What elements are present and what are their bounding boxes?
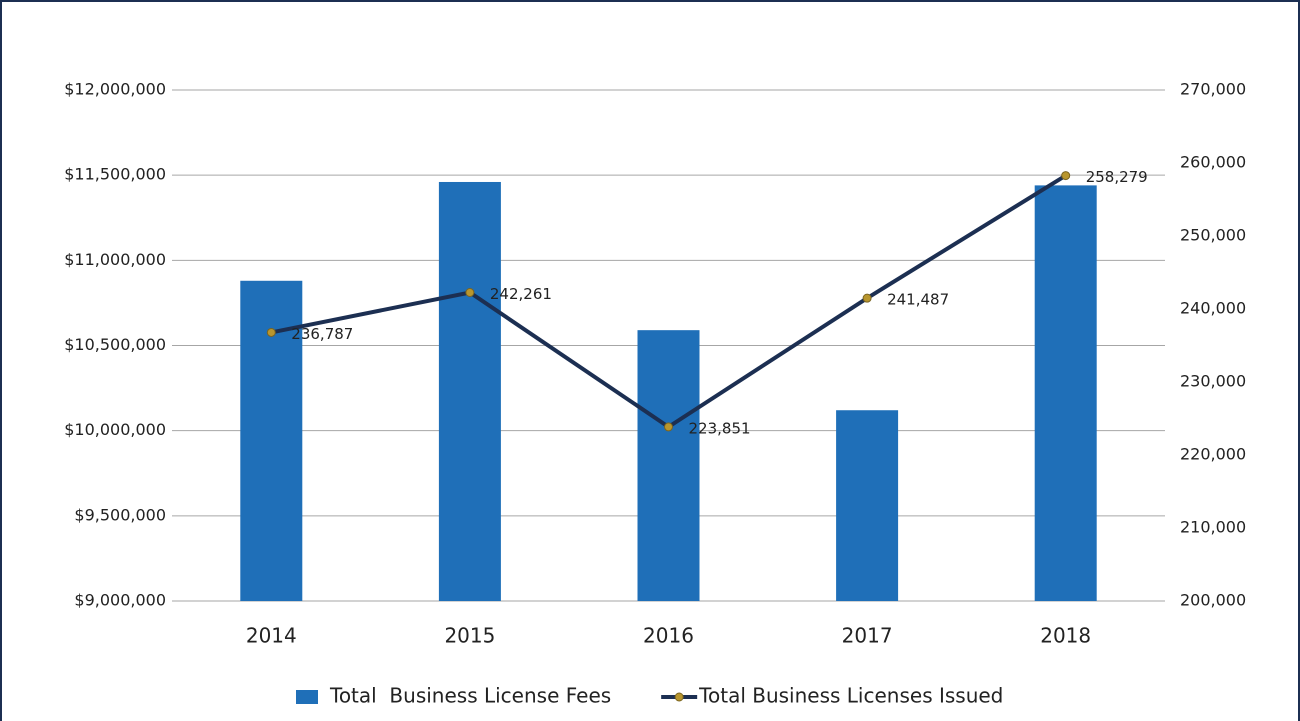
y2-tick-label: 210,000 bbox=[1180, 518, 1246, 537]
data-label: 236,787 bbox=[291, 325, 353, 343]
marker bbox=[664, 422, 673, 432]
bar bbox=[438, 181, 501, 602]
y2-tick-label: 220,000 bbox=[1180, 445, 1246, 464]
data-label: 223,851 bbox=[689, 419, 751, 437]
y2-tick-label: 240,000 bbox=[1180, 299, 1246, 318]
legend-swatch bbox=[296, 690, 318, 704]
y2-tick-label: 260,000 bbox=[1180, 153, 1246, 172]
bar bbox=[836, 410, 899, 601]
x-tick-label: 2018 bbox=[1040, 624, 1091, 648]
x-tick-label: 2016 bbox=[643, 624, 694, 648]
legend-marker bbox=[674, 692, 684, 702]
marker bbox=[862, 293, 872, 303]
bar bbox=[1034, 185, 1097, 602]
y2-tick-label: 200,000 bbox=[1180, 591, 1246, 610]
data-label: 241,487 bbox=[887, 291, 949, 309]
x-tick-label: 2015 bbox=[444, 624, 495, 648]
marker bbox=[266, 327, 276, 337]
y-tick-label: $10,500,000 bbox=[64, 335, 166, 354]
y-tick-label: $10,000,000 bbox=[64, 420, 166, 439]
x-tick-label: 2014 bbox=[246, 624, 297, 648]
y2-tick-label: 250,000 bbox=[1180, 226, 1246, 245]
data-label: 258,279 bbox=[1086, 168, 1148, 186]
y-tick-label: $9,500,000 bbox=[74, 505, 166, 524]
marker bbox=[465, 287, 475, 297]
y-tick-label: $9,000,000 bbox=[74, 591, 166, 610]
legend-label: Total Business Licenses Issued bbox=[698, 684, 1003, 708]
y-tick-label: $12,000,000 bbox=[64, 80, 166, 99]
bar bbox=[637, 330, 700, 601]
y2-tick-label: 230,000 bbox=[1180, 372, 1246, 391]
y-tick-label: $11,500,000 bbox=[64, 165, 166, 184]
y-tick-label: $11,000,000 bbox=[64, 250, 166, 269]
marker bbox=[1061, 171, 1071, 181]
x-tick-label: 2017 bbox=[842, 624, 893, 648]
y2-tick-label: 270,000 bbox=[1180, 80, 1246, 99]
legend-label: Total Business License Fees bbox=[329, 684, 611, 708]
data-label: 242,261 bbox=[490, 285, 552, 303]
